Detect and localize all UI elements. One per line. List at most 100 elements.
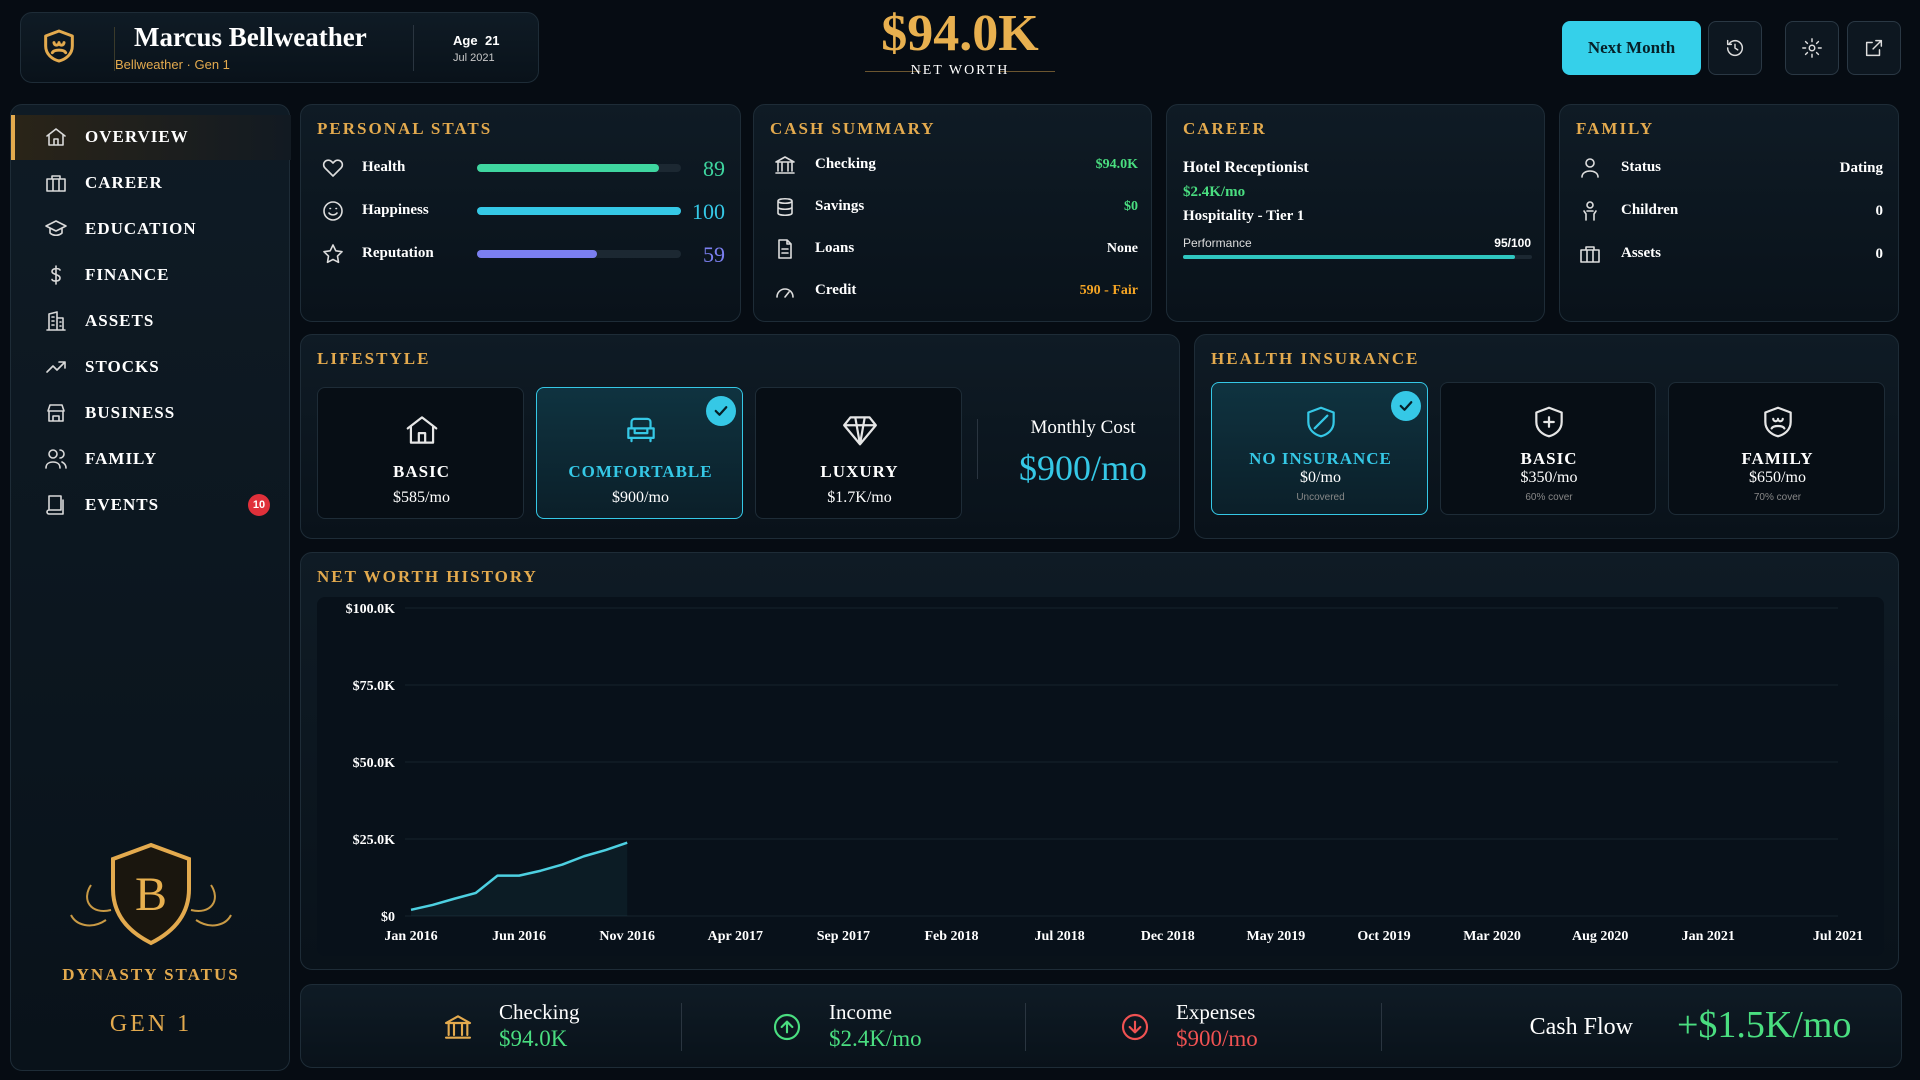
stat-value: 100 xyxy=(692,199,725,224)
x-tick-label: Jun 2016 xyxy=(492,929,546,944)
nav-item[interactable]: ASSETS xyxy=(85,311,155,330)
nav-item[interactable]: FAMILY xyxy=(85,449,158,468)
nav-item[interactable]: EDUCATION xyxy=(85,219,197,238)
line xyxy=(410,841,628,912)
option-note: Uncovered xyxy=(1296,492,1345,503)
icon xyxy=(1583,201,1597,221)
monthly-cost: $900/mo xyxy=(1018,448,1147,488)
panel-title: NET WORTH HISTORY xyxy=(317,567,538,586)
icon xyxy=(322,159,344,177)
nav-item[interactable]: STOCKS xyxy=(85,357,160,376)
cash-flow-total: +$1.5K/mo xyxy=(1677,1004,1852,1046)
nav-item[interactable]: BUSINESS xyxy=(85,403,176,422)
icon-path xyxy=(626,417,655,443)
icon xyxy=(51,265,61,285)
divider xyxy=(413,25,414,71)
x-tick-label: Nov 2016 xyxy=(599,929,655,944)
share-button[interactable] xyxy=(1847,21,1901,75)
cash-flow-item-label: Income xyxy=(829,1000,892,1024)
family-label: Assets xyxy=(1621,245,1661,261)
icon-path xyxy=(406,416,437,444)
cash-value: $0 xyxy=(1124,199,1138,214)
next-month-button[interactable]: Next Month xyxy=(1562,21,1701,75)
option-card[interactable]: BASIC $350/mo 60% cover xyxy=(1440,382,1656,515)
y-tick-label: $50.0K xyxy=(353,756,396,771)
icon xyxy=(626,417,655,443)
cash-value: None xyxy=(1106,241,1138,256)
family-value: Dating xyxy=(1839,160,1883,176)
stat-bar xyxy=(477,250,598,258)
performance-bar xyxy=(1183,255,1515,259)
icon xyxy=(47,404,65,422)
salary: $2.4K/mo xyxy=(1183,184,1246,200)
divider xyxy=(865,71,921,72)
x-tick-label: Jul 2018 xyxy=(1035,929,1085,944)
age-label: Age xyxy=(453,33,478,48)
option-card[interactable]: NO INSURANCE $0/mo Uncovered xyxy=(1211,382,1428,515)
option-name: BASIC xyxy=(393,462,450,481)
dynasty-crest: B xyxy=(70,842,232,946)
y-tick-label: $25.0K xyxy=(353,833,396,848)
settings-button[interactable] xyxy=(1785,21,1839,75)
icon xyxy=(1121,1013,1149,1041)
icon xyxy=(777,197,793,217)
plot-background xyxy=(317,597,1884,956)
icon xyxy=(46,495,64,515)
option-card[interactable]: BASIC $585/mo xyxy=(317,387,524,519)
nav-item[interactable]: FINANCE xyxy=(85,265,170,284)
icon xyxy=(842,416,877,446)
selected-check xyxy=(706,396,736,426)
icon xyxy=(714,406,728,416)
icon xyxy=(406,416,437,444)
icon xyxy=(1306,406,1335,438)
generation: GEN 1 xyxy=(109,1011,193,1037)
icon-path xyxy=(46,311,66,331)
icon-path xyxy=(1763,406,1792,438)
icon-path xyxy=(842,416,877,446)
cash-label: Credit xyxy=(815,282,857,298)
option-cost: $0/mo xyxy=(1300,469,1341,486)
nav-item[interactable]: CAREER xyxy=(85,173,163,192)
icon xyxy=(776,288,794,298)
icon-path xyxy=(45,449,67,469)
icon-path xyxy=(444,1015,472,1039)
x-tick-label: Apr 2017 xyxy=(708,929,763,944)
events-badge: 10 xyxy=(248,494,270,516)
family-label: Status xyxy=(1621,159,1662,175)
personal-stats-panel: PERSONAL STATS Health 89 Happiness 100 Reputa… xyxy=(300,104,741,322)
icon xyxy=(45,449,67,469)
profile-card: Marcus Bellweather Bellweather · Gen 1 A… xyxy=(20,12,539,83)
option-card[interactable]: LUXURY $1.7K/mo xyxy=(755,387,962,519)
cash-value: $94.0K xyxy=(1095,157,1138,172)
x-tick-label: May 2019 xyxy=(1246,929,1305,944)
net-worth: $94.0K xyxy=(881,5,1039,62)
icon-path xyxy=(323,244,343,264)
option-card[interactable]: COMFORTABLE $900/mo xyxy=(536,387,743,519)
option-card[interactable]: FAMILY $650/mo 70% cover xyxy=(1668,382,1885,515)
icon-path xyxy=(1583,201,1597,221)
career-panel: CAREER Hotel Receptionist $2.4K/mo Hospi… xyxy=(1166,104,1545,322)
icon xyxy=(778,239,792,259)
cash-label: Savings xyxy=(815,198,865,214)
icon-path xyxy=(323,201,343,221)
icon xyxy=(46,175,66,192)
icon-path xyxy=(1580,246,1600,263)
option-cost: $650/mo xyxy=(1749,469,1806,486)
x-tick-label: Feb 2018 xyxy=(924,929,978,944)
option-name: COMFORTABLE xyxy=(568,462,713,481)
icon-path xyxy=(46,495,64,515)
x-tick-label: Jul 2021 xyxy=(1813,929,1863,944)
nav-item[interactable]: EVENTS xyxy=(85,495,160,514)
cash-flow-label: Cash Flow xyxy=(1529,1014,1633,1040)
icon xyxy=(323,244,343,264)
player-name: Marcus Bellweather xyxy=(134,22,367,52)
cash-flow-item-value: $900/mo xyxy=(1176,1026,1258,1051)
icon xyxy=(773,1013,801,1041)
history-button[interactable] xyxy=(1708,21,1762,75)
nav-item[interactable]: OVERVIEW xyxy=(85,127,189,146)
divider xyxy=(681,1003,682,1051)
icon-path xyxy=(51,265,61,285)
panel-title: PERSONAL STATS xyxy=(317,119,493,138)
date: Jul 2021 xyxy=(453,52,495,64)
